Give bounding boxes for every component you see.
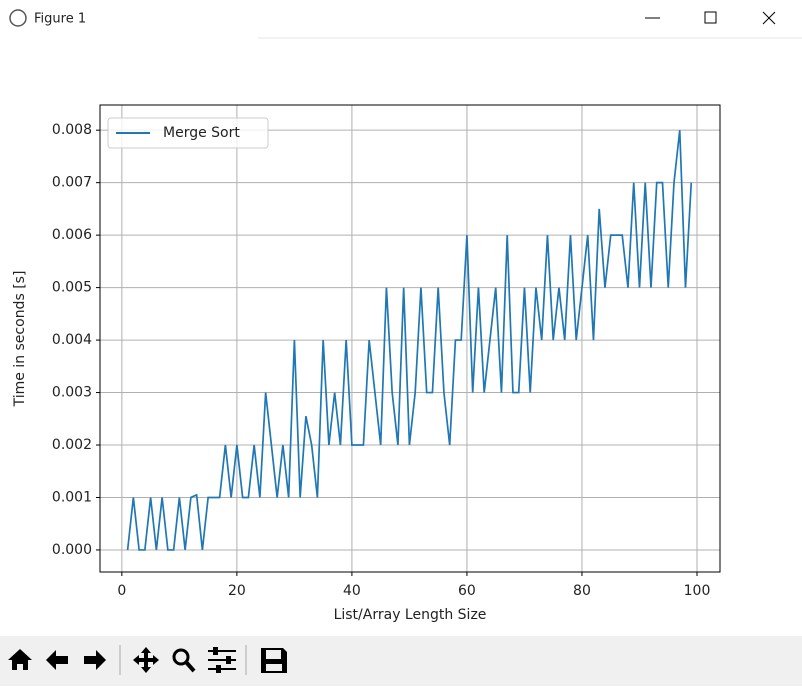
save-button[interactable]: [261, 648, 287, 673]
series-line: [126, 130, 693, 551]
legend-box: [107, 117, 269, 149]
x-tick-label: 100: [684, 583, 711, 599]
x-tick-label: 0: [117, 583, 126, 599]
slider-knob: [213, 647, 218, 655]
toolbar: [0, 636, 802, 686]
y-axis-label: Time in seconds [s]: [12, 271, 28, 408]
y-tick-label: 0.000: [52, 542, 92, 558]
window-title: Figure 1: [34, 12, 86, 27]
y-tick-label: 0.005: [52, 280, 92, 296]
y-tick-label: 0.001: [52, 489, 92, 505]
back-button[interactable]: [46, 650, 68, 670]
y-tick-label: 0.008: [52, 122, 92, 138]
close-button[interactable]: [762, 11, 776, 25]
slider-knob: [226, 656, 231, 664]
toolbar-buttons: [8, 645, 287, 675]
x-tick-label: 80: [573, 583, 591, 599]
axes-frame: [99, 104, 721, 573]
maximize-button[interactable]: [704, 11, 717, 24]
x-tick-label: 40: [343, 583, 361, 599]
y-tick-label: 0.007: [52, 175, 92, 191]
pan-button[interactable]: [133, 647, 159, 673]
x-tick-label: 20: [228, 583, 246, 599]
zoom-handle: [184, 660, 196, 673]
forward-button[interactable]: [84, 650, 106, 670]
home-button[interactable]: [8, 649, 32, 670]
y-tick-label: 0.006: [52, 227, 92, 243]
configure-button[interactable]: [208, 650, 236, 670]
slider-knob: [216, 665, 221, 673]
title-bar: [0, 0, 802, 38]
y-tick-label: 0.002: [52, 437, 92, 453]
x-tick-label: 60: [458, 583, 476, 599]
legend-label: Merge Sort: [163, 125, 240, 141]
x-axis-label: List/Array Length Size: [334, 607, 487, 623]
y-tick-label: 0.004: [52, 332, 92, 348]
y-tick-label: 0.003: [52, 385, 92, 401]
plot: 0 20 40 60 80 100 0.000 0.001 0.002 0.003 0.004 0.0…: [12, 104, 721, 623]
zoom-button[interactable]: [172, 648, 190, 666]
app-icon: [9, 9, 27, 27]
